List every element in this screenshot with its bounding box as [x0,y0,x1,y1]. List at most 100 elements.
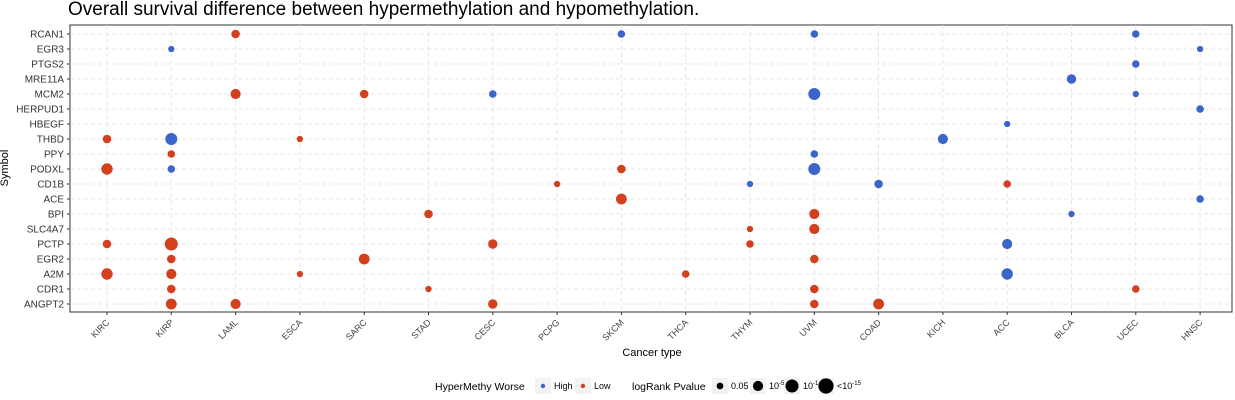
data-point [616,193,627,205]
legend-key-low [580,383,586,389]
y-tick-label: HERPUD1 [16,105,64,116]
data-point [808,88,821,100]
legend-size-key [818,378,834,394]
legend-size-label: 0.05 [731,381,749,391]
data-point [167,165,176,173]
x-tick-label: KIRC [89,317,112,340]
y-tick-label: A2M [43,270,64,281]
data-point [230,88,241,100]
data-point [1132,60,1140,68]
y-tick-label: EGR2 [37,255,65,266]
chart-title: Overall survival difference between hype… [68,0,699,20]
legend-size-title: logRank Pvalue [632,381,706,393]
x-tick-label: CESC [472,317,497,342]
legend-color-title: HyperMethy Worse [435,381,525,393]
data-point [166,268,177,280]
y-tick-label: BPI [48,210,64,221]
data-point [809,208,820,220]
y-tick-label: MCM2 [35,90,65,101]
data-point [937,133,948,145]
x-axis: KIRC KIRP LAML ESCA SARC STAD CESC PCPG SKCM THCA… [89,312,1205,343]
data-point [1068,210,1075,218]
x-axis-title: Cancer type [622,347,681,359]
data-point [101,163,113,175]
data-point [425,285,432,293]
x-tick-label: ACC [991,317,1012,338]
data-point [810,150,819,158]
legend-label-low: Low [594,381,611,391]
data-point [1132,30,1140,38]
y-tick-label: ACE [43,195,64,206]
panel-border [69,24,1233,313]
data-point [101,268,113,280]
data-points [101,29,1204,310]
data-point [1004,120,1011,128]
x-tick-label: BLCA [1052,317,1076,341]
y-tick-label: CD1B [37,180,64,191]
data-point [1003,180,1011,188]
legend: HyperMethy Worse High Low logRank Pvalue 0.0… [435,378,862,394]
legend-label-high: High [554,381,573,391]
x-tick-label: SKCM [600,317,625,342]
data-point [1002,238,1013,250]
data-point [810,299,819,309]
legend-size-label: <10-15 [837,381,862,391]
data-point [617,30,626,38]
data-point [810,30,819,38]
y-tick-label: THBD [37,135,64,146]
data-point [1196,105,1204,113]
data-point [168,45,175,53]
data-point [167,254,176,264]
data-point [810,254,819,264]
data-point [746,180,754,188]
legend-size-key [785,379,799,393]
y-axis-title: Symbol [0,150,11,187]
x-tick-label: LAML [216,317,240,341]
data-point [230,298,241,310]
data-point [102,239,112,249]
x-tick-label: PCPG [536,317,561,342]
x-tick-label: THYM [729,317,754,342]
data-point [553,180,561,188]
x-tick-label: ESCA [280,317,304,341]
y-tick-label: RCAN1 [30,30,64,41]
y-tick-label: CDR1 [37,285,65,296]
data-point [359,89,369,99]
x-tick-label: THCA [666,317,690,341]
y-tick-label: PCTP [37,240,64,251]
data-point [358,253,370,265]
data-point [489,90,497,98]
data-point [165,298,177,310]
x-tick-label: STAD [409,317,433,341]
data-point [102,134,112,144]
plot-panel [69,24,1233,313]
y-tick-label: PTGS2 [31,60,64,71]
y-tick-label: PPY [44,150,64,161]
data-point [809,223,820,235]
data-point [164,237,178,251]
data-point [167,150,176,158]
data-point [165,133,178,145]
data-point [810,284,819,294]
data-point [1196,195,1204,203]
data-point [488,299,498,309]
y-axis: RCAN1 EGR3 PTGS2 MRE11A MCM2 HERPUD1 HBEGF THBD… [16,30,70,311]
data-point [488,239,498,249]
data-point [296,135,304,143]
data-point [1001,268,1013,280]
y-tick-label: ANGPT2 [24,300,64,311]
y-tick-label: PODXL [30,165,64,176]
data-point [746,240,754,248]
legend-size-label: 10-5 [769,381,785,391]
x-tick-label: KIRP [154,317,176,339]
data-point [617,164,626,174]
legend-size-key [752,380,764,392]
legend-key-high [540,383,546,389]
data-point [1132,90,1139,98]
data-point [1196,45,1204,53]
y-tick-label: MRE11A [25,75,65,86]
x-tick-label: SARC [344,317,369,342]
x-tick-label: HNSC [1179,317,1204,342]
data-point [746,225,754,233]
x-tick-label: UVM [798,317,819,338]
